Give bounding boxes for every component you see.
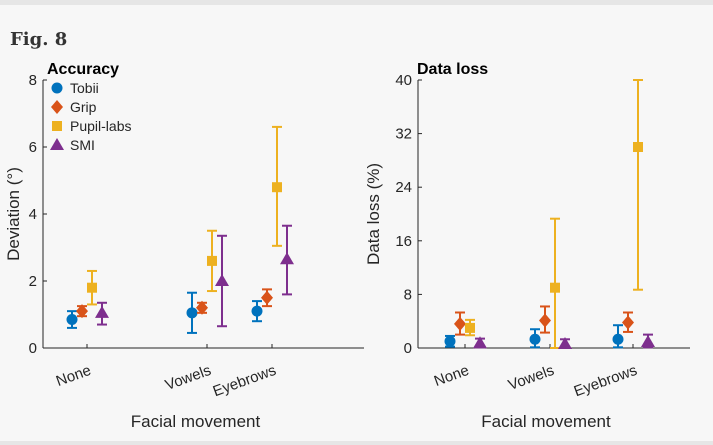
accuracy-grip-point	[196, 300, 208, 315]
legend-tobii-label: Tobii	[70, 80, 99, 96]
dataloss-pupil-labs-point	[465, 322, 475, 333]
accuracy-tobii-point	[66, 314, 78, 326]
legend-grip-label: Grip	[70, 99, 97, 115]
figure-panel	[0, 5, 713, 441]
dataloss-xtick-label: None	[432, 362, 472, 390]
legend-pupil-labs-label: Pupil-labs	[70, 118, 131, 134]
accuracy-title: Accuracy	[47, 61, 119, 78]
accuracy-grip-point	[76, 304, 88, 319]
accuracy-smi-point	[280, 252, 294, 265]
dataloss-x-axis-label: Facial movement	[481, 412, 611, 431]
dataloss-grip-point	[454, 316, 466, 331]
legend-pupil-labs-marker	[52, 121, 62, 131]
accuracy-tobii-point	[186, 307, 198, 319]
accuracy-pupil-labs-point	[272, 182, 282, 193]
accuracy-xtick-label: None	[54, 362, 94, 390]
dataloss-tobii-point	[444, 335, 456, 347]
accuracy-y-axis-label: Deviation (°)	[4, 167, 23, 261]
dataloss-ytick-label: 0	[404, 340, 412, 357]
dataloss-smi-point	[641, 334, 655, 347]
dataloss-ytick-label: 40	[395, 72, 412, 89]
dataloss-xtick-label: Vowels	[506, 362, 556, 394]
accuracy-ytick-label: 2	[29, 273, 37, 290]
dataloss-ytick-label: 24	[395, 179, 412, 196]
dataloss-pupil-labs-point	[633, 142, 643, 152]
dataloss-ytick-label: 32	[395, 126, 412, 143]
accuracy-tobii-point	[251, 305, 263, 317]
accuracy-xtick-label: Vowels	[163, 362, 213, 394]
legend-smi-marker	[50, 138, 64, 150]
accuracy-pupil-labs-point	[87, 282, 97, 293]
legend-tobii-marker	[51, 82, 63, 94]
accuracy-xtick-label: Eyebrows	[211, 362, 279, 401]
dataloss-ytick-label: 16	[395, 233, 412, 250]
legend-grip-marker	[51, 100, 63, 114]
legend-smi-label: SMI	[70, 137, 95, 153]
accuracy-grip-point	[261, 290, 273, 305]
accuracy-x-axis-label: Facial movement	[131, 412, 261, 431]
figure-label: Fig. 8	[10, 29, 68, 50]
dataloss-title: Data loss	[417, 61, 488, 78]
accuracy-ytick-label: 0	[29, 340, 37, 357]
dataloss-smi-point	[558, 336, 572, 349]
dataloss-tobii-point	[529, 333, 541, 345]
dataloss-grip-point	[539, 313, 551, 328]
dataloss-y-axis-label: Data loss (%)	[364, 163, 383, 265]
dataloss-grip-point	[622, 315, 634, 330]
dataloss-smi-point	[473, 336, 487, 349]
dataloss-tobii-point	[612, 333, 624, 345]
dataloss-pupil-labs-point	[550, 282, 560, 293]
accuracy-smi-point	[95, 305, 109, 318]
accuracy-ytick-label: 8	[29, 72, 37, 89]
accuracy-smi-point	[215, 274, 229, 286]
accuracy-pupil-labs-point	[207, 255, 217, 266]
dataloss-xtick-label: Eyebrows	[572, 362, 640, 401]
dataloss-ytick-label: 8	[404, 286, 412, 303]
accuracy-ytick-label: 6	[29, 139, 37, 156]
accuracy-ytick-label: 4	[29, 206, 37, 223]
